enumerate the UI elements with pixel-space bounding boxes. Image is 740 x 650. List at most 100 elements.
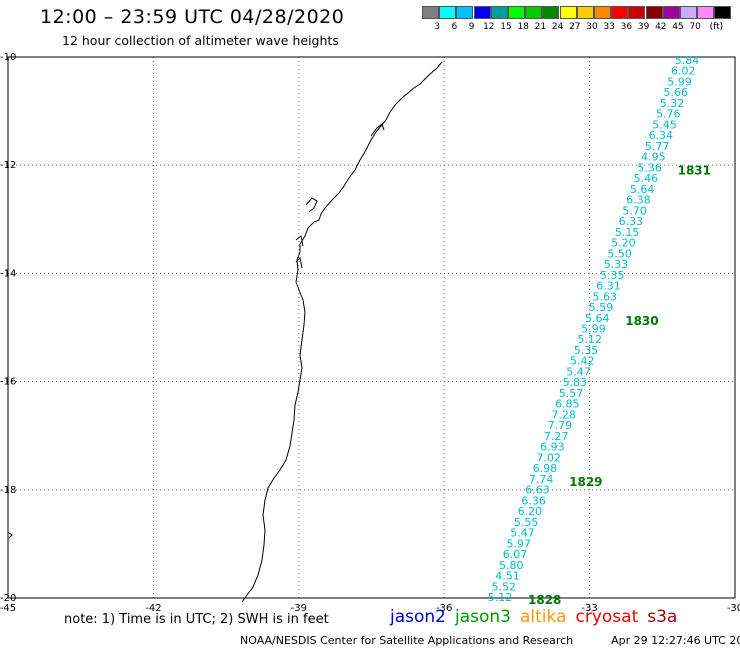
- satellite-jason2: jason2: [390, 607, 446, 627]
- wave-height-value: 6.02: [671, 65, 696, 78]
- wave-height-value: 5.46: [634, 172, 659, 185]
- satellite-jason3: jason3: [455, 607, 511, 627]
- longitude-label: -39: [291, 603, 307, 614]
- pass-time-label: 1831: [678, 163, 711, 177]
- wave-height-value: 7.27: [544, 430, 569, 443]
- legend-swatch: [611, 6, 629, 19]
- legend-tick-label: 42: [655, 22, 667, 32]
- wave-height-value: 5.35: [600, 269, 625, 282]
- pass-time-label: 1830: [625, 314, 658, 328]
- wave-height-value: 5.42: [570, 355, 595, 368]
- latitude-label: -18: [0, 485, 16, 496]
- wave-height-value: 5.52: [491, 580, 516, 593]
- pass-labels: 1831 1830 1829 1828: [528, 163, 711, 607]
- wave-height-value: 6.36: [521, 494, 546, 507]
- axis-labels: -10 -12 -14 -16 -18 -20-45 -42 -39 -36 -33 -30: [0, 52, 740, 614]
- wave-height-value: 6.34: [649, 129, 674, 142]
- wave-height-value: 5.63: [592, 290, 617, 303]
- wave-height-value: 6.63: [525, 484, 550, 497]
- legend-tick-label: 45: [672, 22, 684, 32]
- legend-swatch: [697, 6, 715, 19]
- footer-center: NOAA/NESDIS Center for Satellite Applica…: [240, 634, 574, 647]
- coastline-inlet: [7, 123, 385, 539]
- legend-swatch: [662, 6, 680, 19]
- wave-height-value: 5.12: [488, 591, 513, 604]
- legend-swatch: [542, 6, 560, 19]
- wave-height-value: 5.80: [499, 559, 524, 572]
- wave-height-value: 5.76: [656, 108, 681, 121]
- legend-swatch: [525, 6, 543, 19]
- longitude-label: -30: [727, 603, 740, 614]
- wave-height-value: 5.45: [652, 118, 677, 131]
- legend-swatch: [439, 6, 457, 19]
- legend-swatch: [490, 6, 508, 19]
- legend-tick-label: 18: [517, 22, 529, 32]
- legend-tick-label: 9: [468, 22, 475, 32]
- legend-tick-label: 15: [500, 22, 512, 32]
- note-text: note: 1) Time is in UTC; 2) SWH is in fe…: [64, 612, 329, 627]
- pass-time-label: 1829: [569, 475, 602, 489]
- wave-height-value: 5.59: [589, 301, 614, 314]
- wave-height-value: 5.64: [630, 183, 655, 196]
- longitude-label: -36: [436, 603, 452, 614]
- satellite-list: jason2 jason3 altika cryosat s3a: [390, 607, 686, 627]
- latitude-label: -14: [0, 268, 16, 279]
- wave-height-value: 7.79: [548, 419, 573, 432]
- map-frame: [7, 56, 736, 599]
- legend-tick-label: 6: [451, 22, 458, 32]
- wave-height-value: 6.38: [626, 194, 651, 207]
- legend-tick-label: 12: [483, 22, 495, 32]
- legend-tick-label: 30: [586, 22, 598, 32]
- wave-height-value: 5.32: [660, 97, 685, 110]
- wave-height-value: 6.31: [596, 280, 621, 293]
- legend-swatch: [473, 6, 491, 19]
- wave-height-value: 5.70: [622, 204, 647, 217]
- wave-height-value: 6.98: [533, 462, 558, 475]
- latitude-label: -20: [0, 593, 16, 604]
- wave-height-value: 5.33: [604, 258, 629, 271]
- legend-tick-label: 36: [620, 22, 633, 32]
- legend-tick-label: 21: [534, 22, 547, 32]
- legend-swatch: [559, 6, 577, 19]
- legend-unit: (ft): [709, 22, 724, 32]
- legend-swatch: [714, 6, 732, 19]
- wave-height-value: 5.36: [637, 161, 662, 174]
- wave-height-value: 5.83: [563, 376, 588, 389]
- satellite-s3a: s3a: [647, 607, 678, 627]
- wave-height-value: 6.33: [619, 215, 644, 228]
- legend-tick-label: 24: [551, 22, 564, 32]
- wave-height-value: 7.74: [529, 473, 554, 486]
- legend-swatch: [508, 6, 525, 19]
- legend-swatch: [594, 6, 611, 19]
- wave-height-value: 4.51: [495, 570, 520, 583]
- wave-height-value: 5.84: [675, 54, 700, 67]
- longitude-label: -33: [581, 603, 597, 614]
- latitude-label: -12: [0, 160, 16, 171]
- wave-height-labels: 5.846.025.995.665.325.765.456.345.774.95…: [488, 54, 700, 604]
- page-title: 12:00 – 23:59 UTC 04/28/2020: [40, 6, 345, 28]
- wave-height-value: 4.95: [641, 151, 666, 164]
- footer-timestamp: Apr 29 12:27:46 UTC 2020: [611, 634, 740, 647]
- wave-height-value: 6.20: [518, 505, 543, 518]
- legend-swatch: [645, 6, 663, 19]
- wave-height-value: 6.85: [555, 398, 580, 411]
- longitude-label: -42: [145, 603, 161, 614]
- footer: NOAA/NESDIS Center for Satellite Applica…: [240, 634, 740, 647]
- legend-tick-label: 70: [689, 22, 701, 32]
- wave-height-value: 5.66: [664, 86, 689, 99]
- longitude-label: -45: [0, 603, 16, 614]
- legend-tick-label: 39: [637, 22, 650, 32]
- wave-height-value: 5.99: [667, 75, 692, 88]
- wave-height-value: 5.15: [615, 226, 640, 239]
- page-subtitle: 12 hour collection of altimeter wave hei…: [62, 33, 339, 48]
- legend-tick-label: 3: [434, 22, 441, 32]
- wave-height-value: 5.97: [506, 537, 531, 550]
- legend-swatch: [628, 6, 646, 19]
- wave-height-value: 5.77: [645, 140, 670, 153]
- legend-swatch: [576, 6, 594, 19]
- wave-height-value: 5.50: [607, 247, 632, 260]
- wave-height-value: 6.07: [503, 548, 528, 561]
- satellite-altika: altika: [520, 607, 567, 627]
- wave-height-value: 5.64: [585, 312, 610, 325]
